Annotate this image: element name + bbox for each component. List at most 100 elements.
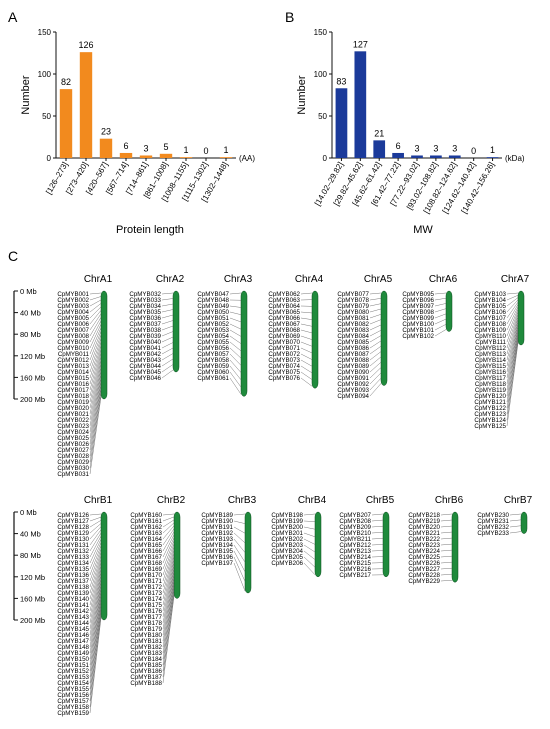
gene-label: CpMYB059	[197, 363, 229, 370]
gene-connector	[371, 513, 384, 516]
chromosome-ChrA2	[172, 290, 180, 373]
gene-label: CpMYB125	[474, 423, 506, 430]
gene-label: CpMYB231	[477, 518, 509, 525]
gene-connector	[89, 617, 102, 714]
gene-label: CpMYB207	[339, 512, 371, 519]
gene-connector	[369, 319, 382, 325]
chromosome-label: ChrA1	[84, 274, 113, 285]
gene-connector	[440, 513, 453, 516]
gene-label: CpMYB127	[57, 518, 89, 525]
gene-connector	[229, 329, 242, 337]
gene-connector	[161, 358, 174, 367]
scale-label: 40 Mb	[20, 309, 41, 318]
chromosome-ChrB5	[382, 511, 390, 578]
gene-connector	[506, 304, 519, 325]
gene-connector	[303, 544, 316, 553]
gene-connector	[89, 341, 102, 379]
bar-3	[373, 140, 386, 158]
gene-label: CpMYB051	[197, 315, 229, 322]
gene-label: CpMYB200	[271, 524, 303, 531]
y-tick-label: 100	[38, 70, 52, 79]
gene-connector	[369, 314, 382, 319]
gene-connector	[161, 331, 174, 337]
gene-connector	[434, 313, 447, 319]
gene-label: CpMYB113	[475, 351, 507, 358]
gene-label: CpMYB060	[197, 369, 229, 376]
gene-connector	[509, 531, 522, 534]
gene-label: CpMYB027	[57, 447, 89, 454]
gene-label: CpMYB091	[337, 375, 369, 382]
gene-label: CpMYB115	[475, 363, 507, 370]
gene-label: CpMYB152	[57, 668, 89, 675]
gene-connector	[89, 296, 102, 301]
gene-label: CpMYB033	[129, 297, 161, 304]
gene-connector	[371, 525, 384, 528]
gene-label: CpMYB071	[268, 345, 300, 352]
gene-label: CpMYB168	[130, 560, 162, 567]
gene-connector	[162, 549, 175, 588]
gene-label: CpMYB014	[57, 369, 89, 376]
gene-label: CpMYB137	[57, 578, 89, 585]
gene-label: CpMYB052	[197, 321, 229, 328]
gene-label: CpMYB003	[57, 303, 89, 310]
gene-connector	[161, 298, 174, 301]
gene-label: CpMYB008	[57, 333, 89, 340]
gene-label: CpMYB160	[130, 512, 162, 519]
gene-label: CpMYB219	[408, 518, 440, 525]
gene-label: CpMYB086	[337, 345, 369, 352]
gene-label: CpMYB049	[197, 303, 229, 310]
gene-connector	[89, 516, 102, 522]
bar-7	[179, 157, 193, 158]
gene-connector	[162, 596, 175, 684]
gene-label: CpMYB085	[337, 339, 369, 346]
gene-label: CpMYB142	[57, 608, 89, 615]
gene-label: CpMYB004	[57, 309, 89, 316]
gene-connector	[89, 564, 102, 612]
gene-connector	[229, 311, 242, 315]
gene-connector	[434, 318, 447, 325]
chromosome-label: ChrA7	[501, 274, 530, 285]
gene-connector	[161, 303, 174, 307]
gene-connector	[162, 561, 175, 612]
bar-value-label: 21	[374, 128, 384, 138]
gene-connector	[162, 555, 175, 600]
bar-4	[119, 152, 133, 158]
gene-label: CpMYB013	[57, 363, 89, 370]
gene-connector	[89, 369, 102, 427]
gene-label: CpMYB072	[268, 351, 300, 358]
gene-label: CpMYB180	[130, 632, 162, 639]
gene-connector	[89, 539, 102, 564]
gene-label: CpMYB030	[57, 465, 89, 472]
gene-connector	[89, 599, 102, 678]
chromosome-label: ChrA3	[224, 274, 253, 285]
gene-connector	[89, 365, 102, 421]
gene-connector	[162, 540, 175, 570]
gene-connector	[162, 581, 175, 654]
gene-label: CpMYB020	[57, 405, 89, 412]
gene-connector	[229, 371, 242, 388]
gene-label: CpMYB205	[271, 554, 303, 561]
gene-connector	[161, 353, 174, 361]
gene-label: CpMYB202	[271, 536, 303, 543]
scale-label: 80 Mb	[20, 551, 41, 560]
gene-label: CpMYB093	[337, 387, 369, 394]
gene-connector	[371, 538, 384, 540]
gene-label: CpMYB148	[57, 644, 89, 651]
unit-label: (kDa)	[505, 154, 525, 163]
gene-connector	[162, 584, 175, 660]
gene-connector	[89, 605, 102, 690]
chromosome-ChrA5	[380, 290, 388, 386]
gene-label: CpMYB022	[57, 417, 89, 424]
gene-connector	[89, 614, 102, 708]
gene-connector	[229, 353, 242, 366]
chromosome-label: ChrB6	[435, 495, 464, 506]
gene-label: CpMYB095	[402, 291, 434, 298]
gene-connector	[162, 519, 175, 528]
gene-connector	[303, 562, 316, 575]
gene-connector	[506, 292, 519, 295]
gene-label: CpMYB171	[130, 578, 162, 585]
chromosome-ChrB4	[314, 511, 322, 578]
gene-connector	[369, 340, 382, 349]
